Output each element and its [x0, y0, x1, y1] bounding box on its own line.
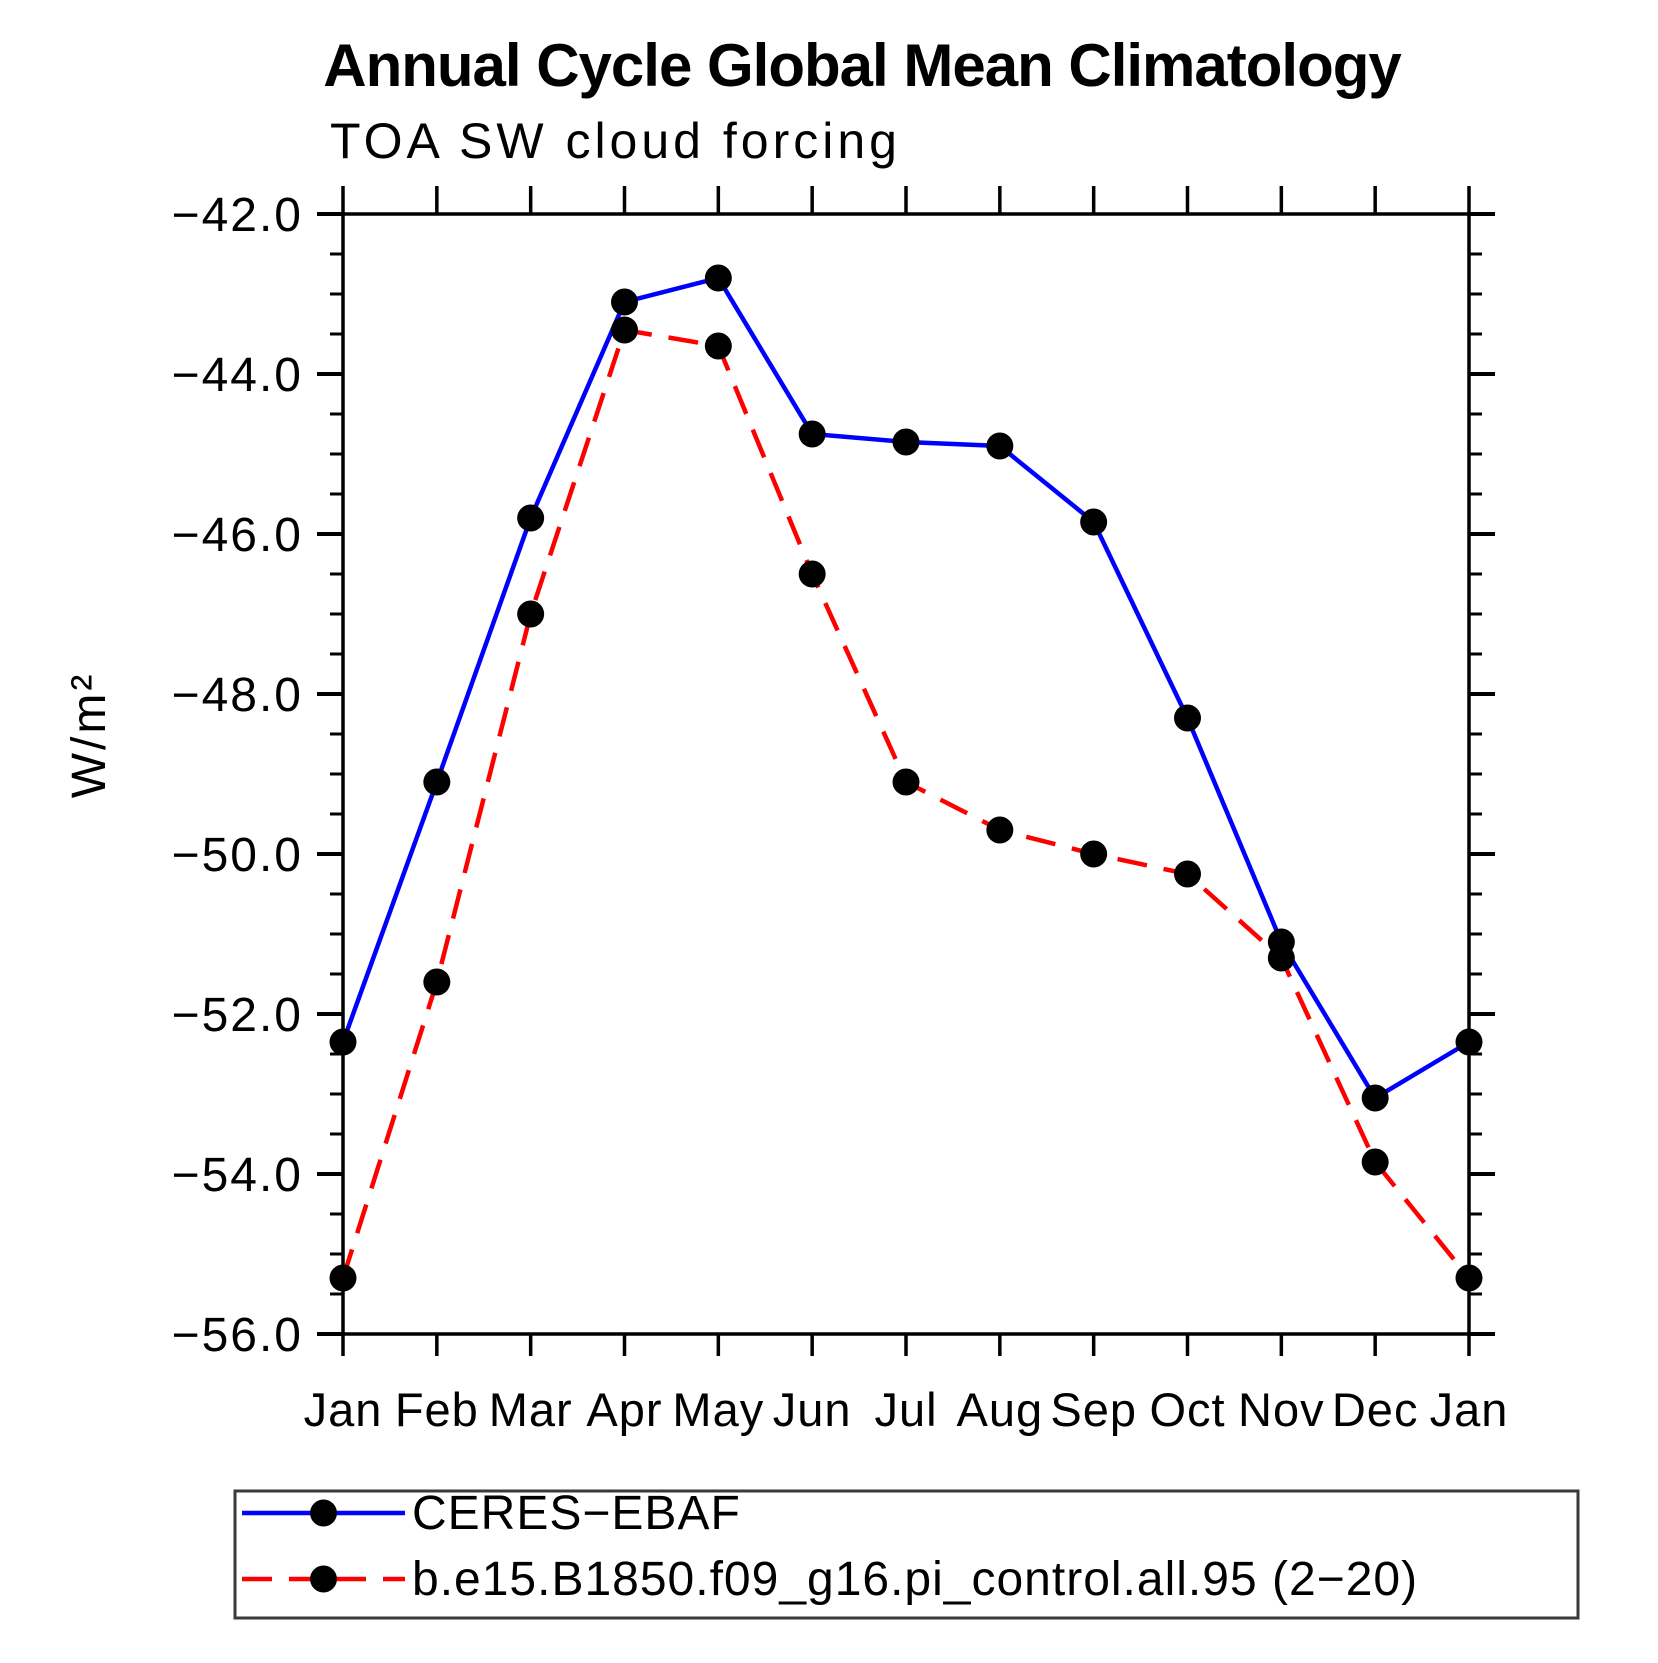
x-tick-label: Apr [586, 1383, 662, 1436]
legend-item-model-run: b.e15.B1850.f09_g16.pi_control.all.95 (2… [242, 1553, 1418, 1606]
data-point-marker-0 [423, 768, 451, 796]
data-point-marker-1 [704, 332, 732, 360]
data-point-marker-0 [1080, 508, 1108, 536]
data-point-marker-0 [892, 428, 920, 456]
data-point-marker-1 [1080, 840, 1108, 868]
data-point-marker-1 [986, 816, 1014, 844]
y-tick-label: −56.0 [172, 1309, 303, 1362]
data-point-marker-1 [517, 600, 545, 628]
y-tick-label: −42.0 [172, 189, 303, 242]
legend-label-model-run: b.e15.B1850.f09_g16.pi_control.all.95 (2… [412, 1553, 1418, 1606]
x-tick-label: Jun [773, 1383, 852, 1436]
data-point-marker-1 [329, 1264, 357, 1292]
x-tick-label: Aug [957, 1383, 1044, 1436]
data-point-marker-0 [329, 1028, 357, 1056]
data-point-marker-1 [423, 968, 451, 996]
y-tick-label: −48.0 [172, 669, 303, 722]
x-tick-label: Nov [1238, 1383, 1325, 1436]
data-point-marker-0 [986, 432, 1014, 460]
data-point-marker-0 [1174, 704, 1201, 732]
x-tick-label: Mar [489, 1383, 573, 1436]
legend-marker-dot [310, 1499, 337, 1527]
plot-area: −42.0 −44.0 −46.0 −48.0 −50.0 −52.0 −54.0 −56.0… [172, 186, 1509, 1436]
x-tick-label: May [672, 1383, 764, 1436]
chart-title: Annual Cycle Global Mean Climatology [323, 32, 1402, 99]
data-point-marker-0 [704, 264, 732, 292]
legend-label-ceres-ebaf: CERES−EBAF [412, 1487, 741, 1540]
data-point-marker-1 [1361, 1148, 1389, 1176]
x-tick-label: Oct [1149, 1383, 1225, 1436]
data-point-marker-1 [892, 768, 920, 796]
x-tick-label: Sep [1050, 1383, 1137, 1436]
y-tick-label: −46.0 [172, 509, 303, 562]
x-tick-label: Feb [395, 1383, 479, 1436]
data-point-marker-0 [611, 288, 638, 316]
x-tick-label: Jan [1430, 1383, 1509, 1436]
series-line-1 [340, 327, 1471, 1280]
data-point-marker-0 [1455, 1028, 1483, 1056]
chart-subtitle: TOA SW cloud forcing [330, 113, 901, 169]
x-tick-label: Dec [1332, 1383, 1419, 1436]
data-point-marker-1 [1455, 1264, 1483, 1292]
legend: CERES−EBAF b.e15.B1850.f09_g16.pi_contro… [233, 1487, 1580, 1620]
y-tick-label: −54.0 [172, 1149, 303, 1202]
y-tick-label: −50.0 [172, 829, 303, 882]
x-tick-label: Jan [304, 1383, 383, 1436]
y-axis-title: W/m² [63, 672, 116, 799]
legend-item-ceres-ebaf: CERES−EBAF [242, 1487, 741, 1540]
y-tick-label: −44.0 [172, 349, 303, 402]
legend-marker-dot [310, 1565, 337, 1593]
data-point-marker-1 [1174, 860, 1201, 888]
data-point-marker-1 [798, 560, 826, 588]
data-point-marker-0 [1361, 1084, 1389, 1112]
data-point-marker-0 [798, 420, 826, 448]
x-tick-label: Jul [874, 1383, 937, 1436]
legend-box [233, 1489, 1580, 1620]
data-point-marker-1 [1267, 944, 1295, 972]
data-point-marker-1 [611, 316, 638, 344]
data-point-marker-0 [517, 504, 545, 532]
y-tick-label: −52.0 [172, 989, 303, 1042]
